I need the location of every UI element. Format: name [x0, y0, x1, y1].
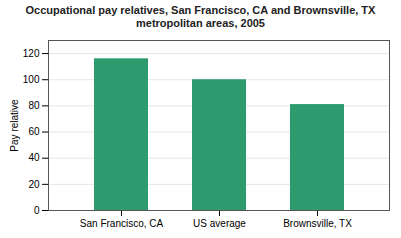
svg-text:20: 20 — [28, 179, 40, 190]
svg-text:San Francisco, CA: San Francisco, CA — [80, 218, 164, 229]
html-text:Occupational pay relatives, Sa: Occupational pay relatives, San Francisc… — [25, 4, 376, 29]
svg-text:Pay relative: Pay relative — [9, 99, 20, 152]
svg-text:40: 40 — [28, 152, 40, 163]
svg-text:120: 120 — [23, 48, 40, 59]
svg-text:Brownsville, TX: Brownsville, TX — [283, 218, 352, 229]
svg-text:60: 60 — [28, 126, 40, 137]
svg-text:0: 0 — [34, 205, 40, 216]
svg-text:80: 80 — [28, 100, 40, 111]
svg-text:100: 100 — [23, 74, 40, 85]
svg-text:US average: US average — [193, 218, 246, 229]
